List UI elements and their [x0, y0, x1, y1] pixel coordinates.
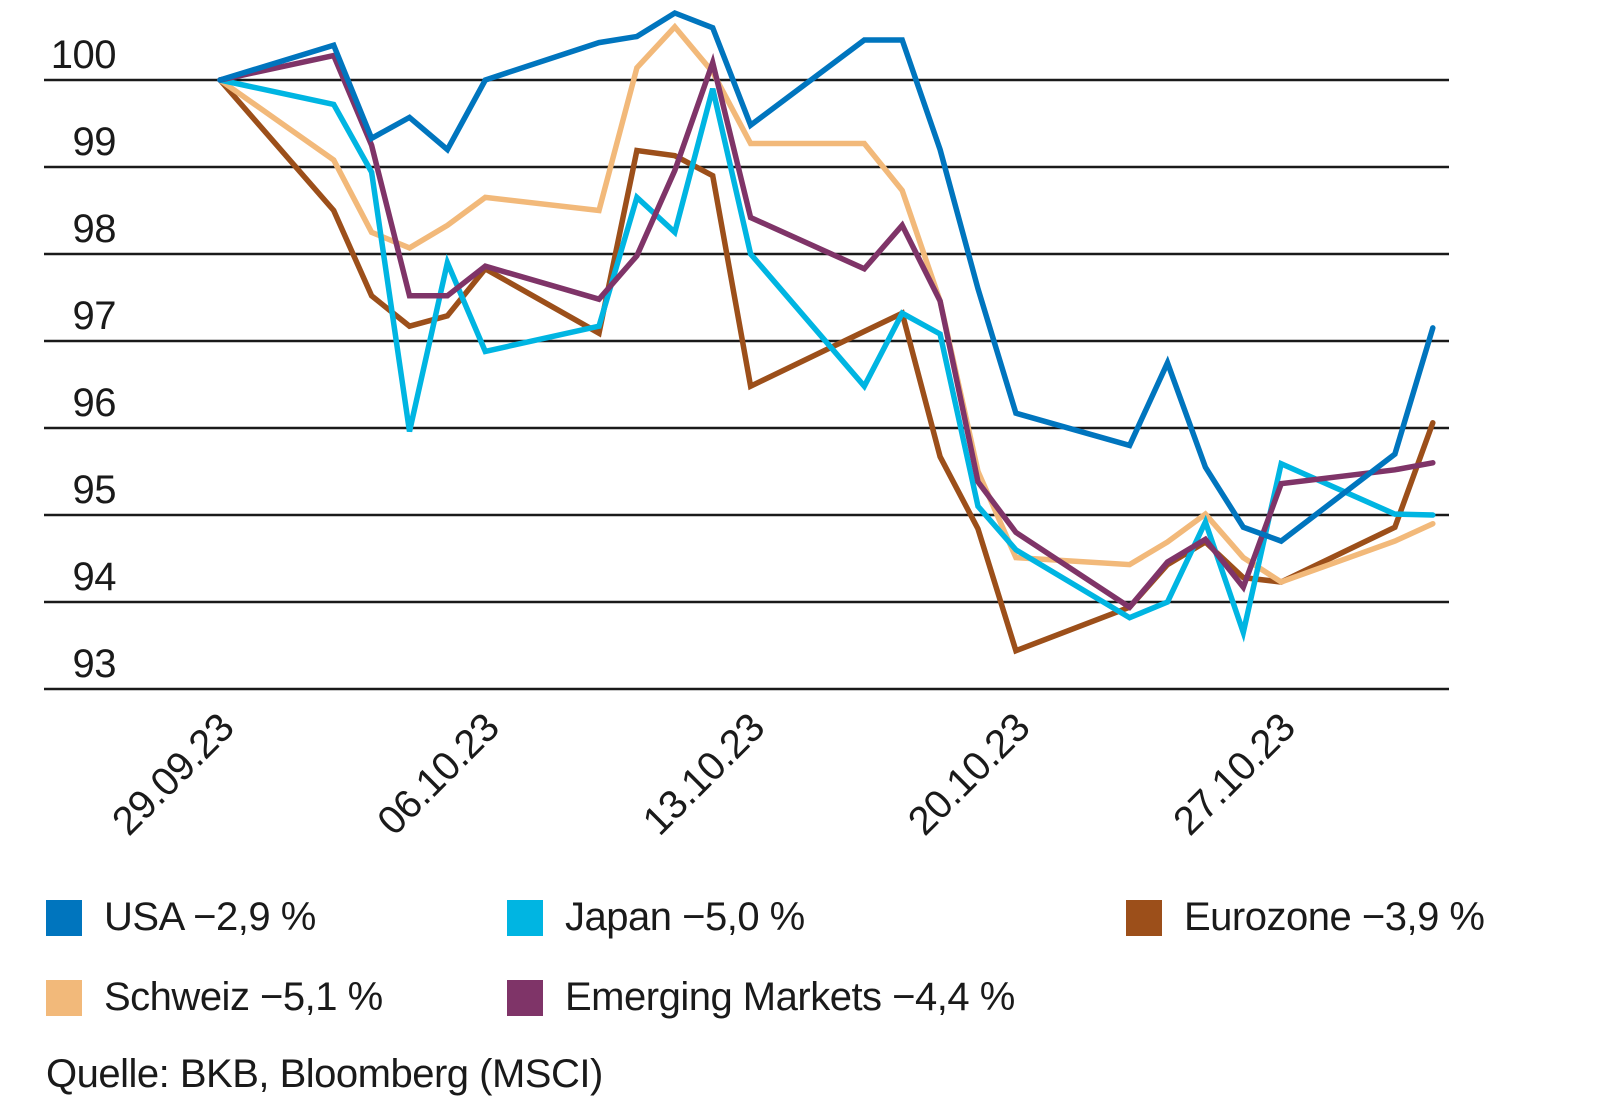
legend-item-eurozone[interactable]: Eurozone −3,9 % [1126, 895, 1485, 940]
legend-label-japan: Japan −5,0 % [565, 895, 805, 939]
legend-item-emerging-markets[interactable]: Emerging Markets −4,4 % [507, 975, 1015, 1020]
series-line-japan [217, 77, 1436, 643]
x-tick-label: 13.10.23 [635, 705, 773, 843]
legend-label-schweiz: Schweiz −5,1 % [104, 975, 383, 1019]
series-line-emerging-markets [217, 52, 1436, 611]
x-tick-label: 20.10.23 [900, 705, 1038, 843]
series-lines [217, 9, 1436, 655]
y-tick-label: 94 [73, 555, 117, 599]
x-tick-label: 06.10.23 [369, 705, 507, 843]
legend-item-schweiz[interactable]: Schweiz −5,1 % [46, 975, 383, 1020]
legend-swatch-eurozone [1126, 899, 1162, 936]
legend-label-emerging-markets: Emerging Markets −4,4 % [565, 975, 1015, 1019]
line-chart: 100 99 98 97 96 95 94 93 29.09.23 06.10.23 13.10.… [44, 9, 1449, 844]
legend-item-usa[interactable]: USA −2,9 % [46, 895, 316, 940]
series-line-schweiz [217, 22, 1436, 586]
source-note: Quelle: BKB, Bloomberg (MSCI) [46, 1052, 603, 1096]
y-tick-label: 95 [73, 468, 117, 512]
legend-swatch-emerging-markets [507, 979, 543, 1016]
x-tick-label: 27.10.23 [1165, 705, 1303, 843]
y-tick-label: 97 [73, 294, 117, 338]
x-tick-label: 29.09.23 [104, 705, 242, 843]
y-tick-label: 96 [73, 381, 117, 425]
legend-label-usa: USA −2,9 % [104, 895, 316, 939]
legend-swatch-schweiz [46, 979, 82, 1016]
y-tick-label: 93 [73, 642, 117, 686]
legend-item-japan[interactable]: Japan −5,0 % [507, 895, 805, 940]
legend-swatch-usa [46, 899, 82, 936]
series-line-usa [217, 9, 1436, 545]
y-tick-label: 98 [73, 207, 117, 251]
x-axis: 29.09.23 06.10.23 13.10.23 20.10.23 27.10.23 [104, 705, 1304, 843]
grid-lines [44, 78, 1449, 691]
y-tick-label: 100 [51, 33, 116, 77]
y-tick-label: 99 [73, 120, 117, 164]
legend-label-eurozone: Eurozone −3,9 % [1184, 895, 1485, 939]
legend-swatch-japan [507, 899, 543, 936]
y-axis: 100 99 98 97 96 95 94 93 [51, 33, 117, 686]
